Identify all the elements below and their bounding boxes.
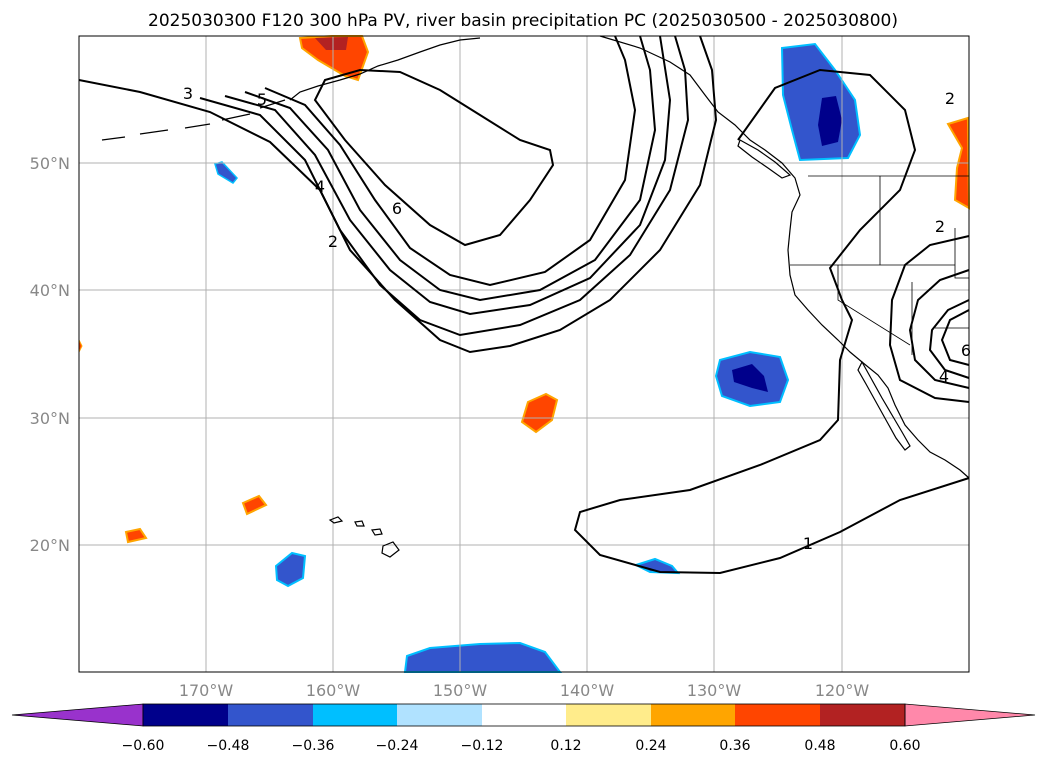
pv-contour-label: 2	[935, 217, 945, 236]
north-america-coastline	[599, 35, 970, 479]
lon-label: 130°W	[687, 681, 742, 700]
precip-negative-core	[818, 96, 842, 146]
colorbar-tick-label: 0.36	[719, 738, 750, 754]
colorbar: −0.60 −0.48 −0.36 −0.24 −0.12 0.12 0.24 …	[11, 703, 1036, 754]
colorbar-segment	[651, 704, 735, 726]
pv-contour	[908, 269, 970, 389]
precip-negative-core	[732, 364, 768, 392]
precip-positive-core	[315, 37, 348, 50]
colorbar-tick-label: −0.12	[461, 738, 504, 754]
lon-label: 150°W	[433, 681, 488, 700]
vancouver-island	[737, 139, 792, 179]
lat-label: 20°N	[30, 536, 70, 555]
precip-positive-region	[124, 527, 148, 544]
lat-label: 50°N	[30, 154, 70, 173]
colorbar-segment	[482, 704, 566, 726]
pv-contour	[928, 299, 970, 379]
pv-contours	[78, 35, 970, 575]
pv-contour-label: 2	[328, 232, 338, 251]
pv-contour-label: 4	[939, 367, 949, 386]
pv-contour	[313, 68, 555, 247]
pv-contour-label: 3	[183, 84, 193, 103]
pv-contour	[199, 35, 690, 337]
colorbar-segment	[566, 704, 651, 726]
colorbar-tick-label: −0.60	[122, 738, 165, 754]
lat-label: 40°N	[30, 281, 70, 300]
longitude-labels: 170°W 160°W 150°W 140°W 130°W 120°W	[179, 681, 870, 700]
pv-contour-label: 2	[945, 89, 955, 108]
colorbar-frame	[142, 703, 906, 727]
precip-positive-region	[241, 494, 268, 516]
latitude-labels: 50°N 40°N 30°N 20°N	[30, 154, 70, 555]
pv-contour-label: 1	[803, 534, 813, 553]
pv-contour	[888, 235, 970, 403]
pv-contour-label: 6	[961, 341, 971, 360]
pv-contour	[264, 35, 637, 287]
colorbar-tick-label: 0.60	[889, 738, 920, 754]
lon-label: 120°W	[815, 681, 870, 700]
colorbar-segment	[735, 704, 820, 726]
colorbar-segment	[228, 704, 313, 726]
colorbar-tick-label: 0.48	[804, 738, 835, 754]
pv-contour-labels: 3 5 4 2 6 2 2 4 1 6	[183, 84, 971, 553]
colorbar-segment	[313, 704, 397, 726]
colorbar-tick-label: −0.36	[292, 738, 335, 754]
colorbar-segment	[820, 704, 905, 726]
colorbar-extend-high	[904, 703, 1036, 727]
aleutian-islands	[101, 99, 286, 141]
figure-title: 2025030300 F120 300 hPa PV, river basin …	[148, 11, 898, 31]
pv-contour	[244, 35, 657, 302]
alaska-coastline	[289, 37, 481, 101]
precip-negative-region	[780, 42, 862, 162]
precip-negative-region	[214, 161, 238, 184]
coastlines	[101, 35, 970, 558]
state-borders	[790, 176, 969, 355]
colorbar-tick-label: −0.24	[376, 738, 419, 754]
precip-negative-region	[633, 557, 681, 575]
colorbar-extend-low	[11, 703, 144, 727]
lon-label: 160°W	[306, 681, 361, 700]
colorbar-segment	[143, 704, 228, 726]
precip-positive-region	[520, 392, 559, 434]
colorbar-tick-label: 0.12	[550, 738, 581, 754]
hawaiian-islands	[328, 516, 400, 558]
lon-label: 170°W	[179, 681, 234, 700]
gridlines	[79, 36, 969, 672]
pv-contour-label: 5	[257, 90, 267, 109]
precip-negative-region	[274, 551, 307, 588]
colorbar-tick-label: 0.24	[635, 738, 666, 754]
pv-contour	[573, 68, 970, 575]
map-panel: 3 5 4 2 6 2 2 4 1 6	[78, 35, 971, 673]
lon-label: 140°W	[560, 681, 615, 700]
baja-peninsula	[857, 360, 911, 451]
lat-label: 30°N	[30, 409, 70, 428]
pv-contour	[78, 35, 718, 354]
colorbar-segment	[397, 704, 482, 726]
colorbar-tick-label: −0.48	[207, 738, 250, 754]
pv-contour	[940, 309, 970, 366]
map-frame	[78, 35, 970, 673]
pv-contour-label: 6	[392, 199, 402, 218]
pv-contour	[224, 35, 672, 316]
pv-contour-label: 4	[315, 177, 325, 196]
